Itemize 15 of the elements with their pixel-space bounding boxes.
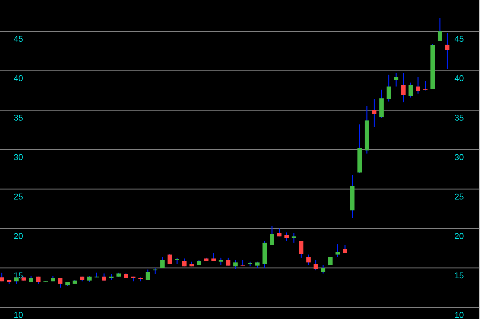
y-tick-label: 30 bbox=[14, 154, 23, 160]
y2-tick-label: 45 bbox=[454, 36, 464, 42]
y2-tick-label: 35 bbox=[455, 114, 464, 121]
y2-tick-label: 30 bbox=[455, 154, 464, 160]
y-tick-label: 40 bbox=[14, 75, 23, 82]
y-tick-label: 10 bbox=[14, 312, 23, 318]
y-tick-label: 25 bbox=[14, 194, 23, 200]
y-tick-label: 35 bbox=[14, 114, 23, 121]
y2-tick-label: 15 bbox=[455, 272, 464, 278]
y2-tick-label: 10 bbox=[455, 312, 464, 318]
y2-tick-label: 25 bbox=[455, 194, 464, 200]
y-tick-label: 45 bbox=[14, 36, 23, 42]
y2-tick-label: 20 bbox=[455, 233, 464, 240]
y2-tick-label: 40 bbox=[454, 75, 464, 82]
y-tick-label: 20 bbox=[14, 233, 23, 240]
